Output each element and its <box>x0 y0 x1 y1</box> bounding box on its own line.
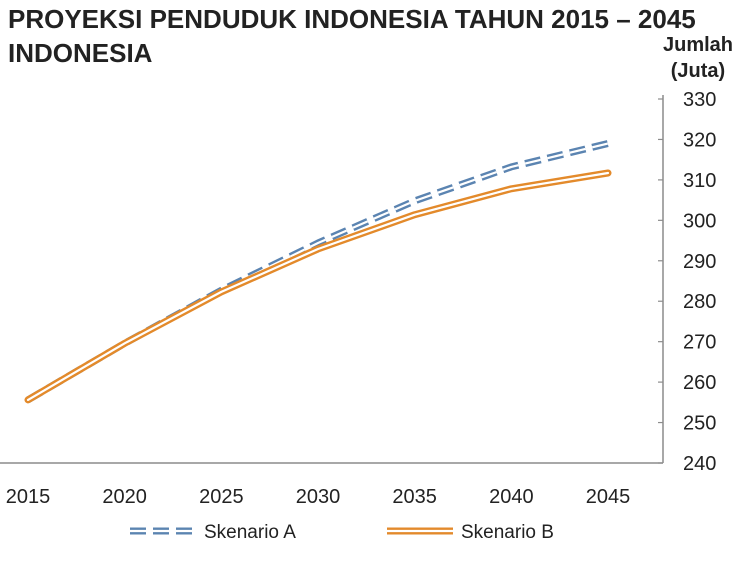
y-tick-label: 300 <box>683 210 716 232</box>
x-tick-label: 2015 <box>6 486 51 508</box>
y-tick-label: 260 <box>683 372 716 394</box>
x-tick-label: 2040 <box>489 486 534 508</box>
chart-title-line-1: PROYEKSI PENDUDUK INDONESIA TAHUN 2015 –… <box>8 4 696 34</box>
y-tick-label: 270 <box>683 332 716 354</box>
y-tick-label: 320 <box>683 129 716 151</box>
series-line-outer <box>26 140 609 403</box>
series-line-outer <box>24 169 612 404</box>
chart-title-line-2: INDONESIA <box>8 38 153 68</box>
series-skenario-a <box>26 140 609 403</box>
series-line-inner <box>26 171 610 401</box>
x-tick-label: 2025 <box>199 486 244 508</box>
chart-title: PROYEKSI PENDUDUK INDONESIA TAHUN 2015 –… <box>8 2 696 70</box>
y-tick-label: 280 <box>683 291 716 313</box>
y-axis-label-line-1: Jumlah <box>662 34 734 56</box>
axes-group: 240 250 260 270 280 290 300 310 320 330 2015 2020 20… <box>0 89 716 508</box>
y-tick-label: 330 <box>683 89 716 111</box>
y-tick-label: 290 <box>683 251 716 273</box>
legend-item-2: Skenario B <box>387 522 554 543</box>
series-group <box>24 140 612 404</box>
x-tick-label: 2030 <box>296 486 341 508</box>
legend-item-1: Skenario A <box>130 522 296 543</box>
y-tick-label: 310 <box>683 170 716 192</box>
series-line-inner <box>27 142 609 401</box>
legend-label: Skenario A <box>204 522 296 543</box>
legend-label: Skenario B <box>461 522 554 543</box>
y-tick-label: 240 <box>683 453 716 475</box>
x-tick-label: 2020 <box>102 486 147 508</box>
legend: Skenario A Skenario B <box>130 522 554 543</box>
series-skenario-b <box>24 169 612 404</box>
x-tick-label: 2035 <box>392 486 437 508</box>
x-tick-label: 2045 <box>586 486 631 508</box>
y-tick-label: 250 <box>683 413 716 435</box>
y-axis-label: Jumlah (Juta) <box>653 32 743 84</box>
y-axis-label-line-2: (Juta) <box>670 60 726 82</box>
